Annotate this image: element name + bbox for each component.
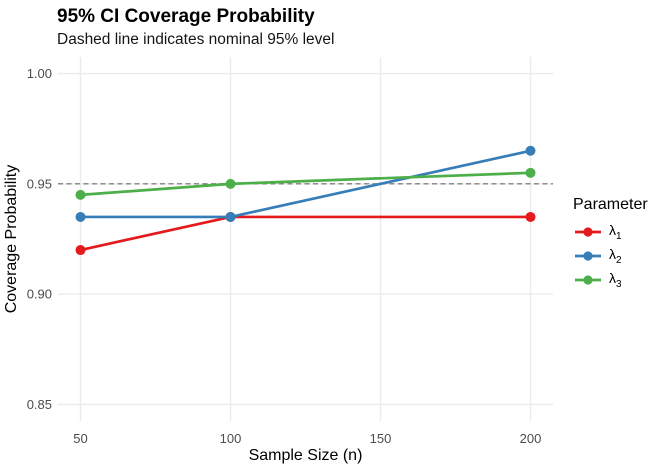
- y-axis-tick-label: 0.95: [27, 176, 52, 191]
- y-axis-tick-label: 0.85: [27, 397, 52, 412]
- data-point-lambda1-n200: [525, 211, 536, 222]
- legend-entry-lambda2: λ2: [573, 244, 648, 268]
- legend-label-lambda2: λ2: [609, 246, 622, 266]
- legend-label-lambda1: λ1: [609, 222, 622, 242]
- x-axis-tick-label: 200: [520, 431, 542, 446]
- data-point-lambda3-n100: [225, 178, 236, 189]
- legend-key-icon-lambda3: [575, 275, 601, 285]
- x-axis-tick-label: 150: [370, 431, 392, 446]
- legend-title: Parameter: [573, 196, 648, 213]
- legend: Parameter λ1 λ2 λ3: [573, 196, 648, 292]
- y-axis-tick-label: 1.00: [27, 66, 52, 81]
- x-axis-title: Sample Size (n): [248, 447, 363, 464]
- legend-entry-lambda1: λ1: [573, 220, 648, 244]
- x-axis-tick-label: 50: [73, 431, 87, 446]
- data-point-lambda3-n200: [525, 167, 536, 178]
- x-axis-tick-label: 100: [220, 431, 242, 446]
- legend-key-icon-lambda1: [575, 227, 601, 237]
- data-point-lambda2-n100: [225, 211, 236, 222]
- legend-label-lambda3: λ3: [609, 270, 622, 290]
- series-line-lambda1: [79, 215, 532, 252]
- legend-key-icon-lambda2: [575, 251, 601, 261]
- chart-subtitle: Dashed line indicates nominal 95% level: [57, 31, 335, 48]
- y-axis-tick-label: 0.90: [27, 287, 52, 302]
- data-point-lambda2-n50: [75, 211, 86, 222]
- chart-title: 95% CI Coverage Probability: [57, 6, 315, 27]
- data-point-lambda1-n50: [75, 245, 86, 256]
- data-point-lambda3-n50: [75, 189, 86, 200]
- legend-entry-lambda3: λ3: [573, 268, 648, 292]
- data-point-lambda2-n200: [525, 145, 536, 156]
- y-axis-title: Coverage Probability: [3, 164, 20, 314]
- legend-entries: λ1 λ2 λ3: [573, 220, 648, 292]
